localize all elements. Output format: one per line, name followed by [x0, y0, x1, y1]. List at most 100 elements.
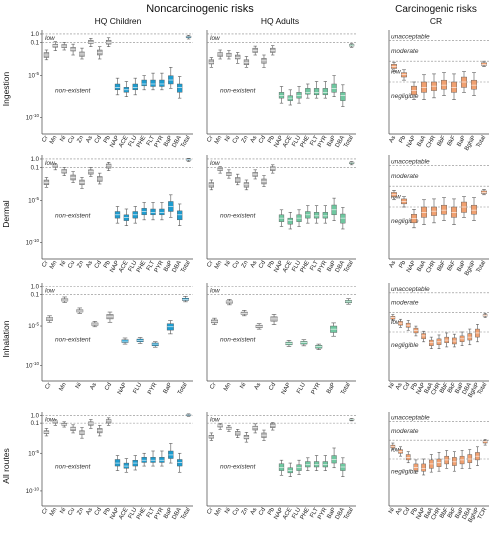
x-tick-label: Ni: [388, 382, 396, 390]
panel-hq_adults-1: low non-existent Cr Mn Ni Cu Zn As Cd PbNAPACEFLU…: [206, 155, 356, 274]
x-tick-label: As: [395, 507, 404, 516]
panel-hq_children-2: low non-existent 1.0 0.1 10-5 10-10 Cr Mn Ni As Cd…: [26, 283, 193, 396]
box-CHR: [431, 198, 437, 224]
box-Cr: [46, 315, 53, 323]
x-tick-label: Total: [180, 260, 192, 274]
box-Pb: [413, 459, 419, 474]
box-FLU: [132, 206, 138, 224]
title-carcinogenic: Carcinogenic risks: [395, 4, 477, 15]
zone-label-negligible: negligible: [391, 218, 419, 225]
box-NAP: [278, 86, 285, 104]
x-tick-label: PHE: [300, 260, 311, 274]
box-FLT: [313, 455, 320, 471]
y-tick-label: 10-10: [26, 486, 40, 495]
x-tick-label: ACE: [118, 507, 129, 521]
zone-label-low: low: [210, 288, 221, 295]
box-Total: [345, 298, 352, 305]
x-tick-label: BaP: [456, 260, 467, 273]
box-BaP: [168, 443, 174, 464]
title-noncarcinogenic: Noncarcinogenic risks: [146, 3, 254, 15]
row-label: Ingestion: [1, 71, 11, 106]
box-DBA: [177, 76, 183, 99]
zone-label-low: low: [210, 416, 221, 423]
x-tick-label: Cr: [44, 382, 52, 390]
panel-hq_children-1: low non-existent 1.0 0.1 10-5 10-10 Cr Mn Ni Cu Zn…: [26, 155, 193, 274]
panel-title-cr: CR: [430, 16, 442, 26]
x-tick-label: As: [85, 507, 94, 516]
box-FLT: [150, 72, 156, 91]
box-TCR: [482, 439, 488, 446]
zone-label-low: low: [210, 160, 221, 167]
box-Total: [185, 34, 192, 40]
box-Pb: [413, 325, 419, 337]
box-DBA: [467, 449, 473, 469]
box: [278, 463, 285, 471]
x-tick-label: NAP: [117, 382, 128, 396]
box-As: [252, 45, 258, 56]
x-tick-label: Cr: [209, 382, 217, 390]
zone-label-low: low: [391, 319, 402, 326]
box-Total: [349, 43, 355, 48]
x-tick-label: Ni: [239, 382, 247, 390]
box-BkF: [452, 451, 457, 472]
row-label: All routes: [1, 448, 11, 483]
box-BghiP: [471, 197, 477, 221]
x-tick-label: FLT: [146, 135, 156, 147]
zone-label-unacceptable: unacceptable: [391, 33, 430, 40]
box-NAP: [278, 459, 285, 476]
box: [413, 463, 419, 471]
x-tick-label: NAP: [406, 135, 417, 149]
box-BaP: [331, 447, 337, 469]
box-Ni: [226, 425, 232, 432]
x-tick-label: BaP: [163, 507, 174, 520]
box-NAP: [411, 81, 417, 100]
box-Cd: [97, 46, 103, 60]
box-As: [391, 190, 397, 201]
box-DBA: [177, 203, 183, 226]
x-tick-label: Zn: [241, 260, 250, 269]
box-FLU: [296, 86, 302, 104]
x-tick-label: Zn: [76, 260, 85, 269]
x-tick-label: Pb: [103, 506, 112, 516]
box: [322, 212, 328, 219]
box-FLU: [136, 337, 144, 344]
box-Total: [481, 189, 487, 196]
x-tick-label: BaP: [326, 507, 337, 520]
box: [88, 421, 94, 426]
box-Ni: [61, 42, 67, 51]
panel-cr-1: unacceptable moderate low negligible As PbNAP…: [389, 155, 489, 277]
box-BghiP: [471, 72, 477, 96]
box-PHE: [141, 202, 147, 221]
zone-label-non-existent: non-existent: [55, 212, 92, 219]
box-DBA: [340, 207, 346, 230]
x-tick-label: PHE: [300, 507, 311, 521]
x-tick-label: As: [389, 260, 398, 269]
box: [177, 210, 183, 221]
box-Pb: [270, 164, 276, 174]
x-tick-label: Total: [343, 507, 355, 521]
box-PYR: [322, 455, 328, 471]
x-tick-label: Cr: [41, 260, 49, 268]
box-Cd: [261, 54, 267, 68]
x-tick-label: Cd: [94, 260, 103, 270]
x-tick-label: FLU: [291, 507, 302, 520]
box: [287, 217, 293, 225]
x-tick-label: Pb: [103, 134, 112, 144]
box: [88, 39, 94, 44]
box-FLU: [296, 459, 302, 475]
x-tick-label: Cr: [206, 507, 214, 515]
box-ACE: [287, 212, 293, 230]
y-tick-label: 10-10: [26, 113, 40, 122]
x-tick-label: Zn: [241, 507, 250, 516]
zone-label-low: low: [45, 35, 56, 42]
box: [150, 457, 156, 463]
x-tick-label: Pb: [267, 134, 276, 144]
box: [150, 208, 156, 216]
box-Pb: [401, 69, 407, 81]
x-tick-label: Mn: [49, 135, 58, 145]
x-tick-label: Total: [180, 507, 192, 521]
zone-label-low: low: [391, 447, 402, 454]
box-Cu: [235, 52, 241, 64]
box-BghiP: [475, 446, 480, 466]
